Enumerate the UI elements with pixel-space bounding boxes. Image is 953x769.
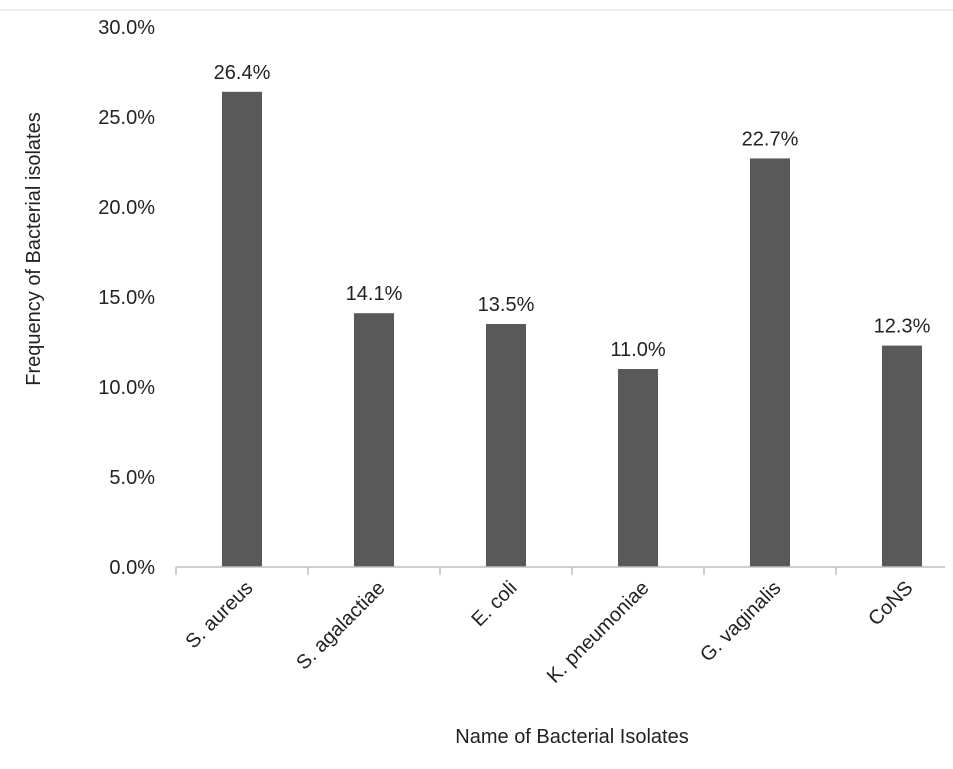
data-label: 12.3% (874, 316, 931, 338)
labels-layer: 26.4% S. aureus 14.1% S. agalactiae 13.5% E. … (181, 62, 930, 688)
y-tick-label: 30.0% (98, 17, 155, 39)
y-tick-label: 0.0% (109, 557, 155, 579)
bar (486, 324, 526, 567)
y-tick-label: 20.0% (98, 197, 155, 219)
bars-layer (222, 91, 922, 568)
x-axis-title: Name of Bacterial Isolates (455, 726, 688, 748)
data-label: 13.5% (478, 294, 535, 316)
y-tick-label: 5.0% (109, 467, 155, 489)
category-label: S. agalactiae (292, 577, 389, 674)
data-label: 26.4% (214, 62, 271, 84)
category-label: S. aureus (181, 577, 257, 653)
y-axis-title: Frequency of Bacterial isolates (23, 112, 45, 385)
bar (222, 91, 262, 568)
y-tick-label: 25.0% (98, 107, 155, 129)
axis-layer: 0.0% 5.0% 10.0% 15.0% 20.0% 25.0% 30.0% (98, 17, 945, 579)
bar (618, 369, 658, 567)
category-label: CoNS (864, 577, 917, 630)
bar (354, 313, 394, 567)
bar (882, 345, 922, 567)
y-tick-label: 10.0% (98, 377, 155, 399)
category-label: K. pneumoniae (543, 577, 654, 688)
category-label: E. coli (467, 577, 521, 631)
bar (750, 158, 790, 567)
data-label: 22.7% (742, 128, 799, 150)
data-label: 14.1% (346, 283, 403, 305)
category-label: G. vaginalis (696, 577, 785, 666)
data-label: 11.0% (610, 339, 665, 361)
y-tick-label: 15.0% (98, 287, 155, 309)
